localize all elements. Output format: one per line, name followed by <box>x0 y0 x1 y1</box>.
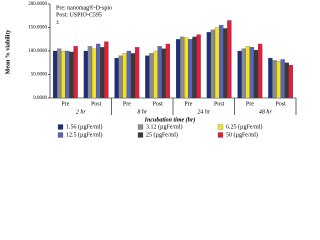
x-tick-label: Pre <box>123 101 131 107</box>
bar <box>227 20 232 99</box>
legend-swatch <box>217 132 224 138</box>
bar <box>157 46 162 99</box>
bar <box>276 61 281 99</box>
group-label: 2 hr <box>76 109 87 115</box>
legend-label: 3.12 (µgFe/ml) <box>146 123 182 130</box>
x-tick-label: Post <box>275 101 286 107</box>
bar <box>284 62 289 99</box>
legend-label: 1.56 (µgFe/ml) <box>66 123 102 130</box>
x-axis-title: Incubation time (hr) <box>144 116 196 123</box>
bar <box>196 34 201 99</box>
bar <box>153 50 158 99</box>
bar <box>100 47 105 99</box>
bar <box>87 46 93 99</box>
group-label: 8 hr <box>137 109 148 115</box>
y-tick-label: 200.0000 <box>28 2 47 7</box>
bar <box>272 60 277 99</box>
bar <box>210 29 216 99</box>
y-tick-label: 100.0000 <box>28 49 47 54</box>
x-tick-label: Post <box>91 101 102 107</box>
bar <box>52 50 58 99</box>
bar <box>165 43 171 99</box>
legend-swatch <box>137 124 144 130</box>
bar <box>91 48 97 99</box>
legend-swatch <box>57 132 64 138</box>
bar <box>245 46 250 99</box>
bar <box>130 53 136 99</box>
group-label: 24 hr <box>197 108 211 115</box>
bar <box>96 43 101 99</box>
bar <box>223 28 228 99</box>
bar <box>161 48 166 99</box>
annotation: ± <box>56 19 60 25</box>
bar <box>214 27 220 99</box>
bar <box>188 39 193 99</box>
x-tick-label: Post <box>214 101 225 107</box>
y-tick-label: 50.0000 <box>31 73 48 78</box>
x-tick-label: Pre <box>246 101 254 107</box>
legend-swatch <box>57 124 64 130</box>
bar <box>280 59 285 99</box>
bar <box>65 50 70 99</box>
bar <box>104 41 109 99</box>
y-tick-label: 0.0000 <box>33 96 47 101</box>
annotation: Pre: nanomag®-D-spio <box>56 4 112 11</box>
bar <box>241 48 246 99</box>
legend-label: 50 (µgFe/ml) <box>226 131 258 138</box>
legend-label: 25 (µgFe/ml) <box>146 131 178 138</box>
bar <box>237 50 242 99</box>
bar <box>180 36 185 99</box>
bar <box>126 50 132 99</box>
bar <box>73 46 78 99</box>
group-label: 48 hr <box>259 108 273 115</box>
chart: Mean % viability Incubation time (hr) 0.… <box>5 2 297 138</box>
legend-swatch <box>217 124 224 130</box>
bar <box>61 50 66 99</box>
bar <box>134 47 140 99</box>
bar <box>118 55 123 99</box>
bar <box>149 53 154 99</box>
bar <box>114 57 119 99</box>
bar <box>57 48 62 99</box>
bar <box>219 25 224 99</box>
legend-label: 12.5 (µgFe/ml) <box>66 131 102 138</box>
x-tick-label: Pre <box>61 101 69 107</box>
bar <box>175 39 181 99</box>
bar <box>145 55 150 99</box>
bar <box>288 64 294 99</box>
bar <box>257 43 263 99</box>
bar <box>122 53 127 99</box>
bar <box>253 49 259 99</box>
x-tick-label: Post <box>152 101 163 107</box>
legend-swatch <box>137 132 144 138</box>
y-axis-title: Mean % viability <box>5 30 11 75</box>
bar <box>69 51 74 99</box>
y-tick-label: 150.0000 <box>28 26 47 31</box>
bar <box>249 47 255 99</box>
annotation: Post: USPIO-C595 <box>56 12 102 18</box>
legend-label: 6.25 (µgFe/ml) <box>226 123 262 130</box>
bar <box>184 37 189 99</box>
x-tick-label: Pre <box>184 101 192 107</box>
bar <box>268 57 273 99</box>
bar <box>83 50 89 99</box>
bar <box>206 32 212 99</box>
bar <box>192 36 197 99</box>
